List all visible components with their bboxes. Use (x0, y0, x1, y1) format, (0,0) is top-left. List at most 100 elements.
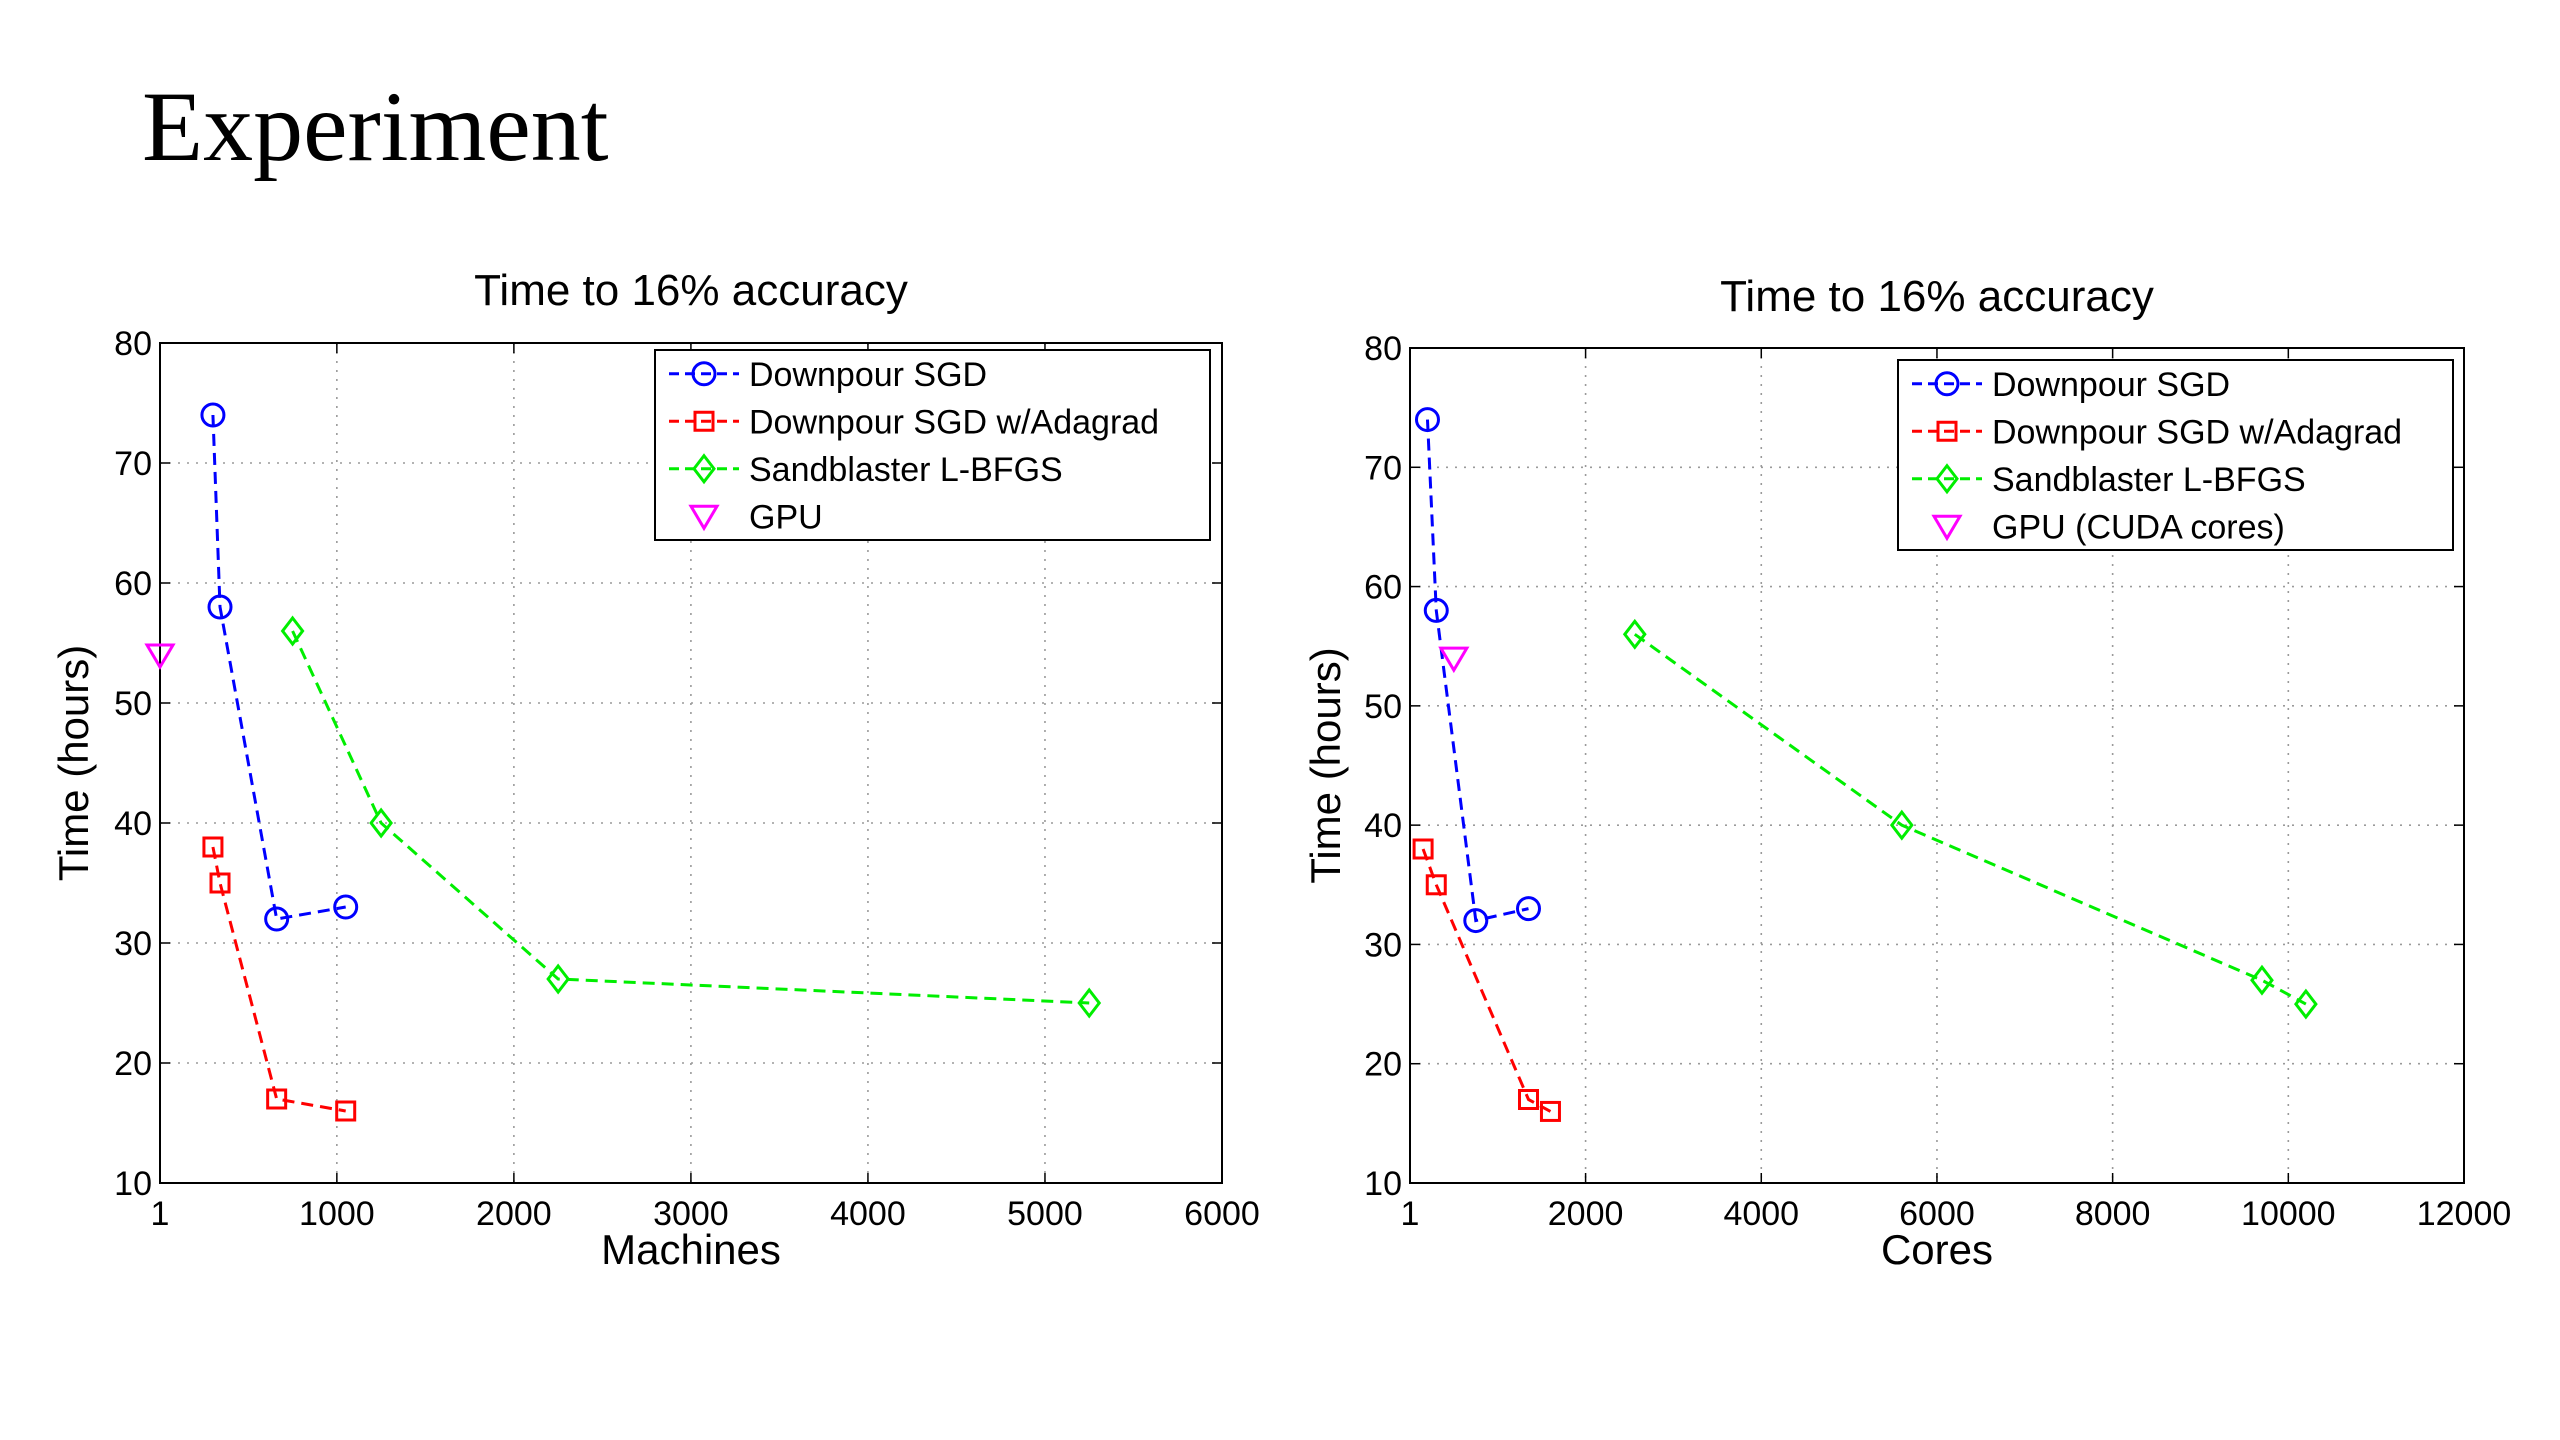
legend-entry: Downpour SGD w/Adagrad (1992, 413, 2402, 451)
data-point (1539, 1100, 1561, 1122)
chart-machines: 1 1000 2000 3000 4000 5000 6000 10 20 30 40 50 60 70 8… (50, 266, 1260, 1273)
plot-border (1409, 347, 2465, 1184)
y-axis-label: Time (hours) (1302, 647, 1349, 883)
series-3 (1438, 646, 1470, 674)
data-point (280, 615, 305, 647)
y-tick-label: 40 (114, 805, 152, 843)
x-tick-label: 1000 (299, 1195, 375, 1233)
x-axis-label: Machines (601, 1226, 781, 1273)
x-tick-label: 4000 (1723, 1195, 1799, 1233)
data-point (1412, 838, 1434, 860)
y-tick-label: 30 (114, 925, 152, 963)
chart-title: Time to 16% accuracy (474, 266, 908, 315)
legend-marker (1931, 514, 1963, 542)
series-line (211, 414, 346, 921)
legend-entry: Downpour SGD (749, 356, 987, 394)
legend-marker (1934, 371, 1960, 397)
y-tick-label: 50 (1364, 688, 1402, 726)
data-point (1515, 896, 1541, 922)
data-point (335, 1100, 357, 1122)
data-point (369, 807, 394, 839)
y-tick-label: 10 (114, 1165, 152, 1203)
series-line (291, 630, 1090, 1005)
x-tick-label: 2000 (1548, 1195, 1624, 1233)
legend-box (1897, 359, 2454, 551)
axis-ticks: 1 1000 2000 3000 4000 5000 6000 10 20 30 40 50 60 70 8… (114, 325, 1260, 1233)
legend-marker (693, 410, 715, 432)
plot-border (159, 342, 1223, 1184)
y-tick-label: 20 (1364, 1046, 1402, 1084)
data-point (264, 906, 290, 932)
data-point (266, 1088, 288, 1110)
legend-entry: GPU (CUDA cores) (1992, 508, 2285, 546)
chart-title: Time to 16% accuracy (1720, 272, 2154, 321)
series-3 (144, 643, 176, 670)
legend-entry: Sandblaster L-BFGS (1992, 461, 2306, 499)
data-point (1517, 1089, 1539, 1110)
legend-entry: Sandblaster L-BFGS (749, 451, 1063, 489)
slide-title: Experiment (142, 71, 609, 182)
axis-ticks: 1 2000 4000 6000 8000 10000 120001020304050607… (1364, 330, 2511, 1233)
x-tick-label: 2000 (476, 1195, 552, 1233)
data-point (333, 894, 359, 920)
series-2 (1622, 618, 2318, 1020)
data-point (1622, 618, 1647, 650)
y-axis-label: Time (hours) (50, 645, 97, 881)
y-tick-label: 20 (114, 1045, 152, 1083)
data-point (207, 594, 233, 620)
data-point (202, 836, 224, 858)
y-tick-label: 40 (1364, 807, 1402, 845)
series-1 (202, 836, 357, 1122)
data-point (1463, 908, 1489, 934)
data-point (1425, 874, 1447, 896)
legend-marker (691, 361, 717, 387)
legend-entry: Downpour SGD w/Adagrad (749, 403, 1159, 441)
x-tick-label: 5000 (1007, 1195, 1083, 1233)
legend-marker (1936, 420, 1958, 442)
data-point (2293, 988, 2318, 1020)
legend-entry: Downpour SGD (1992, 366, 2230, 404)
data-point (1438, 646, 1470, 674)
x-tick-label: 6000 (1899, 1195, 1975, 1233)
legend-box (654, 349, 1211, 541)
y-tick-label: 10 (1364, 1165, 1402, 1203)
series-0 (200, 402, 359, 932)
data-point (1077, 987, 1102, 1019)
data-point (144, 643, 176, 670)
legend: Downpour SGD Downpour SGD w/Adagrad Sandbl… (654, 349, 1211, 541)
y-tick-label: 60 (114, 565, 152, 603)
x-tick-label: 3000 (653, 1195, 729, 1233)
x-tick-label: 1 (151, 1195, 170, 1233)
series-line (211, 846, 346, 1113)
x-tick-label: 8000 (2075, 1195, 2151, 1233)
series-line (1633, 633, 2307, 1006)
series-1 (1412, 838, 1561, 1122)
series-2 (280, 615, 1102, 1019)
legend-marker (1935, 463, 1959, 495)
y-tick-label: 30 (1364, 926, 1402, 964)
x-tick-label: 12000 (2417, 1195, 2512, 1233)
data-point (1423, 597, 1449, 623)
legend-marker (688, 504, 720, 532)
y-tick-label: 80 (1364, 330, 1402, 368)
y-tick-label: 60 (1364, 569, 1402, 607)
series-line (1421, 848, 1552, 1113)
x-tick-label: 10000 (2241, 1195, 2336, 1233)
legend-marker (692, 453, 716, 485)
data-point (200, 402, 226, 428)
data-point (1414, 407, 1440, 433)
x-tick-label: 1 (1401, 1195, 1420, 1233)
x-axis-label: Cores (1881, 1226, 1993, 1273)
data-point (209, 872, 231, 894)
x-tick-label: 4000 (830, 1195, 906, 1233)
y-tick-label: 50 (114, 685, 152, 723)
series-line (1425, 419, 1529, 923)
x-tick-label: 6000 (1184, 1195, 1260, 1233)
legend-entry: GPU (749, 498, 823, 536)
y-tick-label: 70 (1364, 449, 1402, 487)
data-point (546, 963, 571, 995)
series-0 (1414, 407, 1541, 934)
data-point (1889, 809, 1914, 841)
y-tick-label: 70 (114, 445, 152, 483)
